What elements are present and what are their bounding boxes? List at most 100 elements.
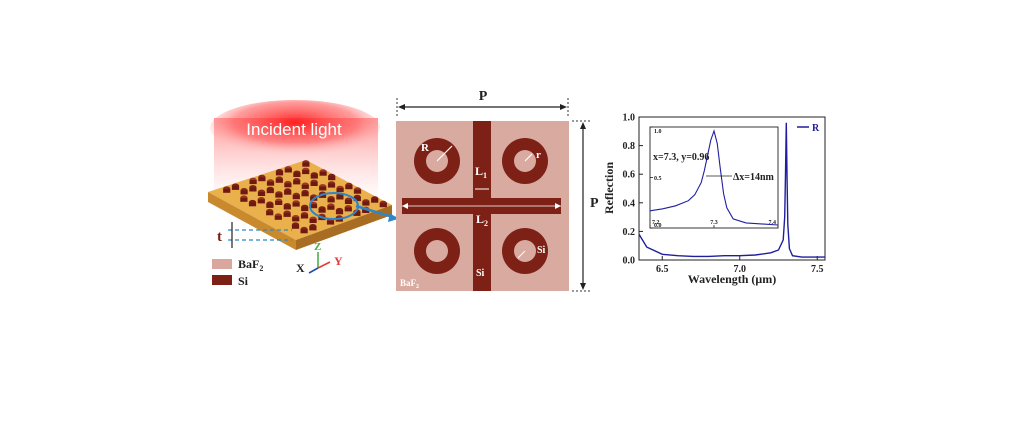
- legend-label-si: Si: [238, 274, 249, 288]
- si-pillar-side: [344, 200, 353, 204]
- si-pillar-side: [344, 207, 352, 212]
- si-pillar-side: [293, 180, 301, 185]
- x-tick-label: 6.5: [656, 264, 669, 275]
- si-pillar-side: [275, 201, 283, 205]
- inset-x-tick-label: 7.3: [710, 220, 718, 226]
- si-pillar-side: [310, 182, 318, 186]
- si-pillar-side: [292, 202, 300, 207]
- si-label-ring: Si: [537, 245, 546, 256]
- si-pillar-side: [275, 193, 283, 198]
- y-axis-title: Reflection: [602, 162, 616, 214]
- si-pillar-side: [240, 197, 248, 202]
- y-tick-label: 1.0: [623, 113, 636, 124]
- series-line-r: [638, 122, 825, 258]
- si-pillar-side: [353, 197, 361, 202]
- si-pillar-side: [327, 205, 335, 210]
- si-pillar-side: [248, 202, 257, 207]
- panel-b-unit-cell: P L2 L1 R r: [396, 89, 599, 292]
- panel-a-schematic: Incident light t BaF2 Si Z Y X: [208, 100, 398, 288]
- l2-label: L2: [476, 212, 488, 228]
- si-ring-top-left: R: [414, 138, 460, 184]
- si-pillar-side: [249, 187, 257, 192]
- substrate-side: [296, 205, 392, 250]
- si-ring-top-right: r: [502, 138, 548, 184]
- substrate-front: [208, 192, 296, 250]
- thickness-label: t: [217, 229, 222, 245]
- si-pillar-side: [302, 170, 310, 175]
- si-pillar-side: [258, 177, 266, 182]
- si-pillar-side: [309, 219, 317, 223]
- si-ring-bottom-left: [414, 228, 460, 274]
- si-pillar-side: [266, 203, 274, 208]
- si-pillar-side: [362, 201, 370, 206]
- radius-r-inner-label: r: [536, 149, 541, 161]
- x-tick-label: 7.0: [734, 264, 747, 275]
- si-pillar-side: [266, 189, 274, 194]
- y-tick-label: 0.6: [623, 170, 636, 181]
- axes-triad: Z Y X: [296, 241, 343, 275]
- si-pillar-side: [231, 185, 240, 190]
- axis-z-label: Z: [314, 241, 321, 253]
- legend-swatch-baf2: [212, 259, 232, 269]
- substrate-label: BaF2: [400, 278, 419, 290]
- si-pillar-side: [353, 211, 361, 216]
- x-tick-label: 7.5: [811, 264, 824, 275]
- si-pillar-side: [301, 192, 309, 197]
- inset-width-annotation: Δx=14nm: [733, 172, 775, 183]
- si-pillar-side: [257, 199, 265, 204]
- si-pillar-side: [318, 208, 326, 213]
- si-pillar-side: [302, 162, 310, 167]
- plot-frame: [638, 116, 826, 261]
- si-pillar-side: [353, 189, 362, 194]
- axis-y-label: Y: [334, 254, 343, 268]
- si-pillar-side: [292, 195, 300, 200]
- si-pillar-side: [327, 198, 335, 203]
- y-tick-label: 0.2: [623, 227, 636, 238]
- si-pillar-side: [326, 220, 335, 225]
- si-pillar-side: [284, 168, 292, 173]
- inset-x-ticks: 7.2 7.3 7.4: [649, 220, 779, 228]
- inset-y-tick-label: 0.0: [654, 223, 662, 229]
- si-pillar-side: [275, 171, 284, 176]
- inset-series-line: [649, 129, 779, 226]
- si-pillar-side: [300, 214, 309, 219]
- si-pillar-side: [274, 215, 282, 220]
- si-pillar-side: [284, 190, 292, 195]
- incident-light-label: Incident light: [246, 120, 342, 139]
- si-pillar-side: [284, 183, 292, 188]
- y-tick-label: 0.4: [623, 198, 636, 209]
- y-ticks: 0.0 0.2 0.4 0.6 0.8 1.0: [623, 113, 643, 267]
- inset-peak-annotation: x=7.3, y=0.96: [653, 152, 709, 163]
- radius-r-outer-label: R: [421, 142, 430, 154]
- si-pillar-side: [336, 195, 344, 200]
- period-label-right: P: [590, 196, 599, 211]
- y-tick-label: 0.8: [623, 141, 636, 152]
- si-pillar-side: [300, 229, 308, 234]
- si-pillar-side: [283, 212, 291, 217]
- si-pillar-side: [319, 186, 327, 191]
- si-pillar-side: [336, 188, 344, 193]
- inset-y-tick-label: 1.0: [654, 129, 662, 135]
- si-pillar-side: [362, 209, 370, 213]
- si-pillar-side: [345, 185, 353, 190]
- si-pillar-side: [319, 171, 327, 176]
- si-pillar-side: [291, 224, 300, 229]
- si-pillar-side: [275, 178, 283, 183]
- si-pillar-side: [318, 193, 327, 198]
- si-pillar-side: [266, 211, 274, 216]
- si-pillar-side: [379, 203, 387, 208]
- si-pillar-side: [309, 204, 318, 209]
- si-label-bar: Si: [476, 268, 485, 279]
- si-pillar-side: [301, 207, 309, 212]
- axis-x-label: X: [296, 261, 305, 275]
- si-pillar-side: [310, 174, 318, 179]
- si-pillar-side: [266, 181, 275, 186]
- legend-label-baf2: BaF2: [238, 257, 263, 273]
- incident-light-glow: [210, 100, 380, 156]
- si-pillar-side: [301, 184, 309, 189]
- si-pillar-side: [328, 176, 336, 181]
- inset-x-tick-label: 7.4: [769, 220, 777, 226]
- si-pillar-side: [371, 198, 379, 203]
- panel-c-chart: 0.00.20.40.60.81.0 6.5 7.0 7.5 Reflection …: [602, 113, 826, 286]
